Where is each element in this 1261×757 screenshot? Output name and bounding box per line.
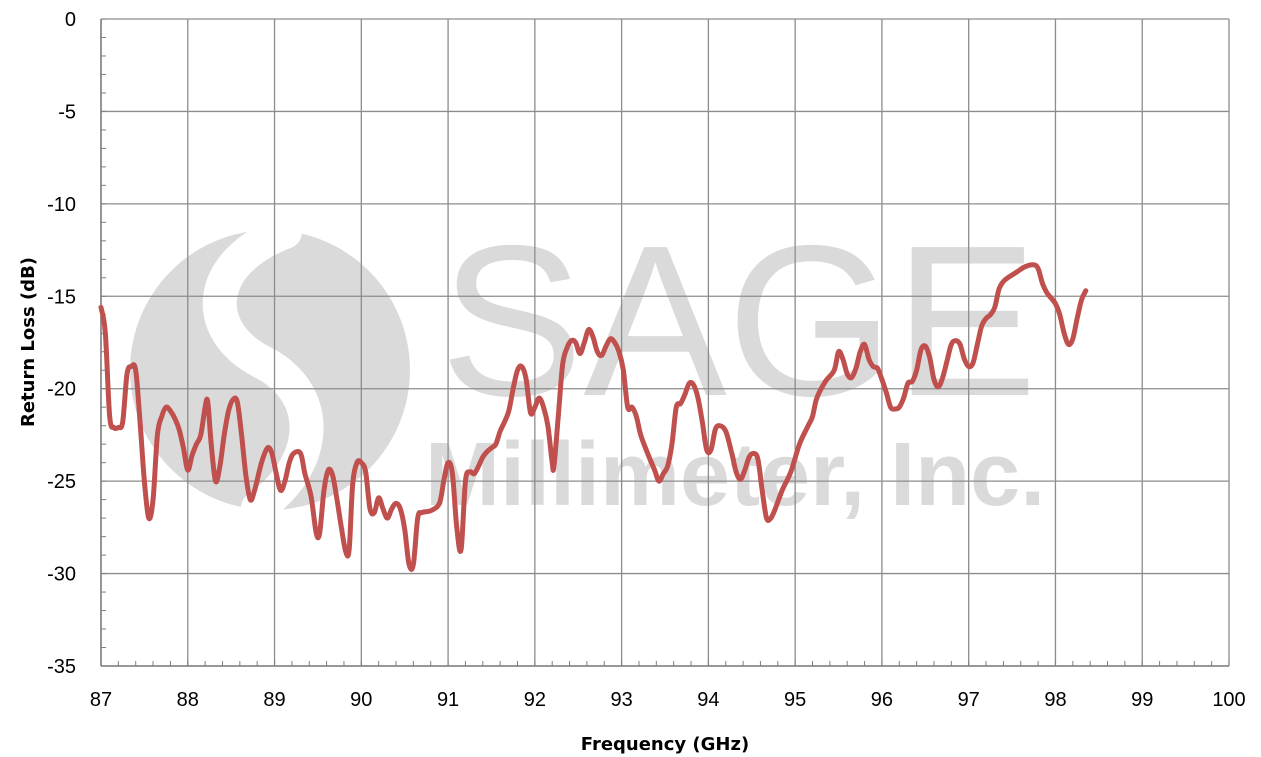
return-loss-series-line xyxy=(98,262,1089,572)
x-tick-label: 94 xyxy=(697,689,719,711)
minor-ticks xyxy=(100,18,1230,667)
x-axis-title: Frequency (GHz) xyxy=(581,734,749,755)
x-tick-label: 98 xyxy=(1044,689,1066,711)
y-tick-label: -10 xyxy=(47,194,76,216)
y-tick-label: -15 xyxy=(47,286,76,308)
y-axis-title: Return Loss (dB) xyxy=(18,257,39,427)
x-tick-label: 91 xyxy=(437,689,459,711)
x-tick-label: 89 xyxy=(263,689,285,711)
x-tick-label: 97 xyxy=(958,689,980,711)
series-layer xyxy=(98,262,1089,572)
x-tick-label: 100 xyxy=(1212,689,1245,711)
y-tick-label: -25 xyxy=(47,471,76,493)
x-tick-label: 96 xyxy=(871,689,893,711)
x-tick-label: 93 xyxy=(610,689,632,711)
x-tick-labels: 87 88 89 90 91 92 93 94 95 96 97 98 99 100 xyxy=(90,689,1246,711)
y-tick-label: -35 xyxy=(47,656,76,678)
x-tick-label: 95 xyxy=(784,689,806,711)
watermark-logo xyxy=(130,215,410,525)
x-tick-label: 99 xyxy=(1131,689,1153,711)
y-tick-label: -20 xyxy=(47,379,76,401)
y-tick-labels: 0 -5 -10 -15 -20 -25 -30 -35 xyxy=(47,9,76,678)
watermark: SAGE Millimeter, Inc. xyxy=(130,200,1045,525)
y-tick-label: 0 xyxy=(65,9,76,31)
y-tick-label: -30 xyxy=(47,564,76,586)
x-tick-label: 88 xyxy=(177,689,199,711)
x-tick-label: 90 xyxy=(350,689,372,711)
y-tick-label: -5 xyxy=(58,101,76,123)
axes xyxy=(100,19,1229,667)
x-tick-label: 92 xyxy=(524,689,546,711)
x-tick-label: 87 xyxy=(90,689,112,711)
